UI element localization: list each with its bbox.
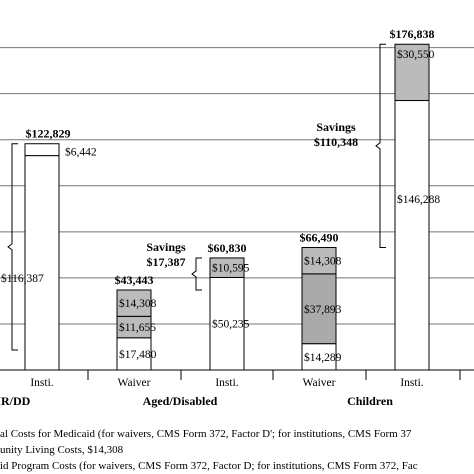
segment-value-label: $116,387: [1, 272, 44, 285]
segment-value-label: $146,288: [397, 193, 440, 206]
bar-segment: [394, 100, 430, 371]
category-tick-label: Insti.: [215, 377, 238, 389]
bar-segment: [116, 289, 152, 317]
bar-segment: [24, 155, 60, 371]
savings-title: Savings: [316, 120, 356, 134]
savings-bracket: [7, 143, 18, 351]
segment-value-label: $14,289: [304, 351, 342, 364]
bar-total-label: $43,443: [115, 273, 154, 287]
legend-line-2: unity Living Costs, $14,308: [0, 444, 124, 456]
bar-total-label: $122,829: [26, 127, 71, 141]
bar-segment: [116, 337, 152, 371]
category-tick-label: Waiver: [303, 377, 336, 389]
segment-value-label: $14,308: [304, 255, 342, 268]
segment-value-label: $10,595: [212, 262, 250, 275]
x-axis: Insti. Waiver Insti. Waiver Insti. MR/DD Aged/…: [0, 369, 474, 408]
segment-value-label: $50,235: [212, 318, 250, 331]
segment-value-label: $6,442: [65, 146, 97, 159]
segment-value-label: $11,655: [119, 321, 156, 334]
segment-value-label: $17,480: [119, 348, 157, 361]
savings-title: Savings: [146, 240, 186, 254]
gridlines: [0, 47, 474, 325]
group-label: Children: [347, 394, 393, 408]
savings-bracket: [375, 43, 386, 249]
savings-bracket: [191, 257, 202, 291]
bar-segment: [209, 257, 245, 278]
legend-line-3: id Program Costs (for waivers, CMS Form …: [0, 460, 418, 472]
bar-segment: [394, 43, 430, 102]
group-label: Aged/Disabled: [143, 394, 218, 408]
savings-amount: $110,348: [314, 135, 358, 149]
segment-value-label: $30,550: [397, 48, 435, 61]
bar-segment: [24, 143, 60, 157]
bar-segment: [301, 247, 337, 275]
bar-segment: [301, 343, 337, 371]
category-tick-label: Insti.: [400, 377, 423, 389]
group-label: MR/DD: [0, 394, 31, 408]
bar-total-label: $60,830: [208, 241, 247, 255]
category-tick-label: Waiver: [118, 377, 151, 389]
segment-value-label: $37,893: [304, 303, 342, 316]
category-tick-label: Insti.: [30, 377, 53, 389]
legend-line-1: al Costs for Medicaid (for waivers, CMS …: [0, 428, 412, 440]
segment-value-label: $14,308: [119, 297, 157, 310]
bar-total-label: $66,490: [300, 231, 339, 245]
data-labels: $116,387 $6,442 $122,829 $17,480 $11,655 $14,…: [1, 27, 440, 364]
bar-total-label: $176,838: [390, 27, 435, 41]
bar-segment: [301, 273, 337, 345]
savings-amount: $17,387: [147, 255, 186, 269]
